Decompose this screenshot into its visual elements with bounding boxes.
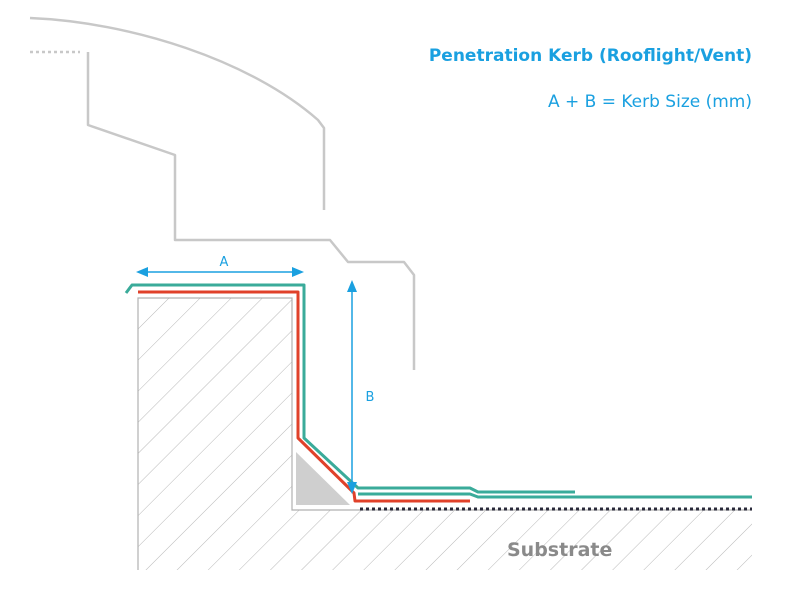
rooflight-outline <box>29 16 416 370</box>
angle-fillet <box>296 452 350 505</box>
diagram-title: Penetration Kerb (Rooflight/Vent) <box>428 46 752 66</box>
green-membrane <box>124 283 575 494</box>
green-membrane-lower <box>358 492 752 499</box>
substrate-label: Substrate <box>507 539 612 561</box>
dimension-a-label: A <box>220 255 229 270</box>
dimension-b-label: B <box>366 390 375 405</box>
red-membrane <box>138 290 470 503</box>
dimension-b-arrow <box>347 280 357 494</box>
dimension-a-arrow <box>136 267 304 277</box>
diagram-subtitle: A + B = Kerb Size (mm) <box>547 92 752 112</box>
substrate-hatch <box>138 298 752 570</box>
